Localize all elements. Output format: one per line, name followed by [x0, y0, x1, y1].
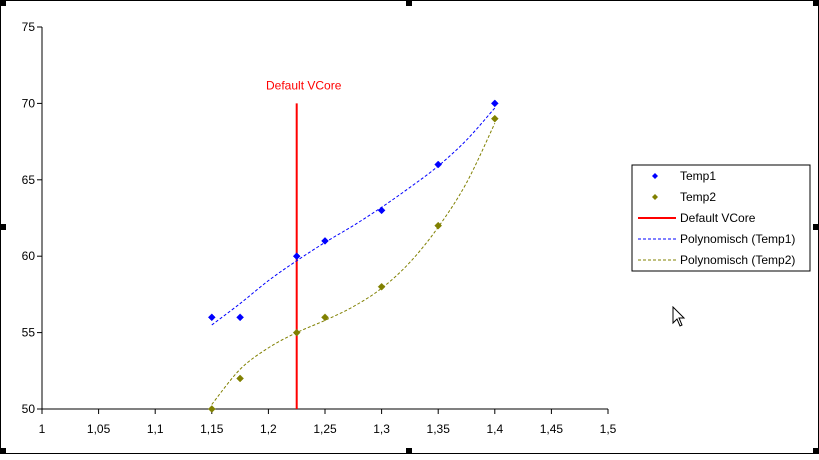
default-vcore-label: Default VCore [266, 78, 342, 92]
x-tick-label: 1,45 [540, 422, 564, 436]
selection-handle-top-middle[interactable] [406, 0, 412, 6]
series1-point [236, 313, 244, 322]
series1-point [207, 313, 216, 322]
trendlines-group [211, 107, 496, 405]
y-tick-label: 60 [22, 249, 36, 263]
legend-item: Default VCore [638, 211, 756, 225]
series2-point [207, 405, 216, 413]
series2-point [434, 221, 443, 230]
legend[interactable]: Temp1 Temp2 Default VCore Polynomisch (Temp… [631, 164, 811, 272]
x-tick-label: 1,3 [373, 422, 390, 436]
y-tick-label: 50 [22, 402, 36, 416]
series2-point [377, 282, 386, 291]
trendline-2 [211, 123, 496, 405]
data-points-group [207, 99, 499, 413]
x-tick-label: 1,1 [147, 422, 164, 436]
series1-point [321, 237, 329, 245]
selection-handle-top-right[interactable] [813, 0, 819, 6]
x-tick-label: 1,4 [486, 422, 503, 436]
legend-label: Polynomisch (Temp1) [680, 232, 795, 246]
selection-handle-bottom-middle[interactable] [406, 448, 412, 454]
trendline-1 [211, 107, 496, 326]
series2-point [292, 328, 301, 337]
legend-item: Polynomisch (Temp2) [638, 253, 795, 267]
mouse-pointer-icon [672, 306, 686, 327]
series1-point [292, 252, 301, 261]
legend-item: Polynomisch (Temp1) [638, 232, 795, 246]
chart-axes: 50 55 60 65 70 75 1 1,05 1,1 1,15 1,2 1,25 1,3 1,35 1,… [22, 20, 617, 436]
x-tick-label: 1,35 [427, 422, 451, 436]
y-tick-label: 75 [22, 20, 36, 34]
series2-point [490, 114, 499, 123]
legend-item: Temp1 [652, 169, 716, 183]
series2-point [321, 313, 329, 322]
y-tick-label: 55 [22, 326, 36, 340]
legend-item: Temp2 [652, 190, 716, 204]
selection-handle-middle-left[interactable] [0, 224, 6, 230]
x-tick-label: 1,15 [200, 422, 224, 436]
y-tick-label: 70 [22, 96, 36, 110]
legend-label: Polynomisch (Temp2) [680, 253, 795, 267]
x-tick-label: 1 [39, 422, 46, 436]
legend-label: Temp1 [680, 169, 716, 183]
reference-line-group: Default VCore [266, 78, 342, 409]
series1-point [434, 160, 443, 169]
selection-handle-middle-right[interactable] [813, 224, 819, 230]
series1-point [377, 206, 386, 215]
y-tick-label: 65 [22, 173, 36, 187]
selection-handle-top-left[interactable] [0, 0, 6, 6]
series1-point [490, 99, 499, 108]
x-tick-label: 1,05 [87, 422, 111, 436]
legend-label: Default VCore [680, 211, 756, 225]
x-tick-label: 1,25 [313, 422, 337, 436]
legend-marker [652, 173, 658, 179]
x-tick-label: 1,2 [260, 422, 277, 436]
legend-label: Temp2 [680, 190, 716, 204]
selection-handle-bottom-left[interactable] [0, 448, 6, 454]
selection-handle-bottom-right[interactable] [813, 448, 819, 454]
series2-point [236, 374, 244, 383]
x-tick-label: 1,5 [600, 422, 617, 436]
legend-marker [652, 194, 658, 200]
